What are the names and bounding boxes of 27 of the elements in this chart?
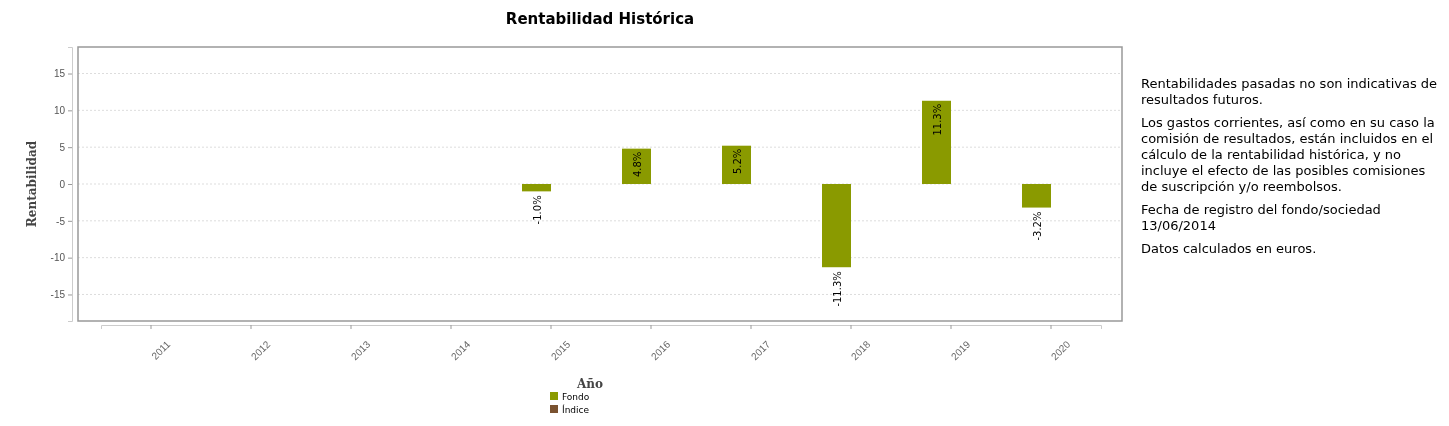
data-label: 11.3% [931, 103, 943, 136]
text: Datos calculados en euros. [1141, 241, 1317, 256]
text: Rentabilidades pasadas no son indicativas de resultados futuros. [1141, 76, 1438, 107]
y-tick-label: -5 [56, 215, 66, 227]
data-label: -11.3% [831, 271, 843, 307]
data-label: -1.0% [531, 195, 543, 225]
data-label: 5.2% [731, 148, 743, 175]
y-tick-label: 0 [59, 178, 66, 190]
bar [722, 145, 751, 184]
bar [922, 100, 951, 184]
y-tick-label: -15 [50, 289, 66, 301]
text: Fecha de registro del fondo/sociedad 13/06/2014 [1141, 202, 1381, 233]
text: Los gastos corrientes, así como en su caso la comisión de resultados, están incluidos en el cálculo de la rentabilidad histórica, y no incluye el efecto de las posibles comisiones de suscripción y/o reembolsos. [1141, 115, 1435, 194]
bar [522, 184, 551, 192]
y-tick-label: 5 [59, 141, 66, 153]
y-axis-title: Rentabilidad [25, 140, 39, 228]
data-label: -3.2% [1031, 211, 1043, 241]
legend-label: Fondo [562, 392, 590, 402]
data-label: 4.8% [631, 151, 643, 178]
y-tick-label: 10 [53, 105, 66, 117]
y-tick-label: 15 [53, 68, 66, 80]
y-tick-label: -10 [50, 252, 66, 264]
bar [822, 184, 851, 268]
legend-label: Índice [562, 404, 590, 415]
bar [1022, 184, 1051, 208]
chart-title: Rentabilidad Histórica [505, 10, 695, 28]
x-axis-title: Año [575, 377, 604, 391]
